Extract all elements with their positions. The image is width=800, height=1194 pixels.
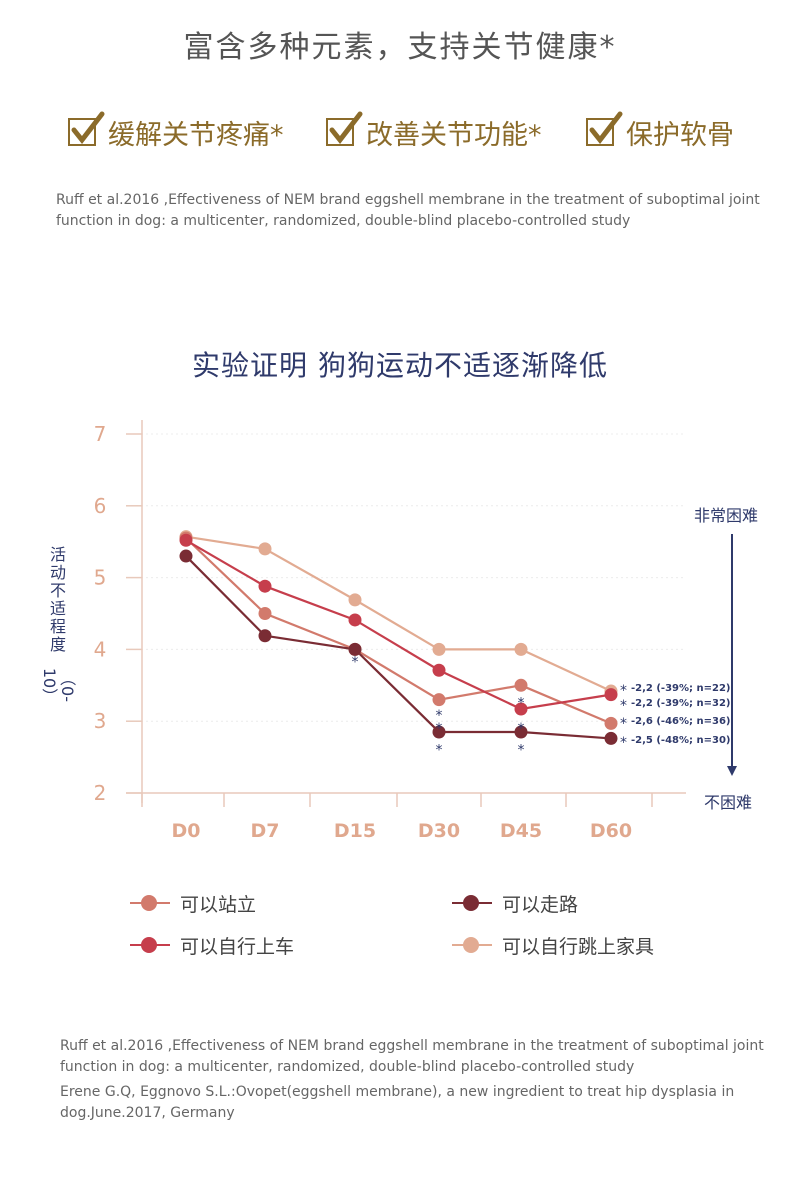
checkmark-icon xyxy=(326,111,363,146)
data-point xyxy=(258,629,272,643)
end-annotation: -2,2 (-39%; n=22) xyxy=(631,683,730,694)
legend-item: 可以站立 xyxy=(130,888,256,918)
chart-title: 实验证明 狗狗运动不适逐渐降低 xyxy=(192,349,608,382)
annotation-star: * xyxy=(620,683,627,699)
significance-star: * xyxy=(518,742,525,758)
data-point xyxy=(604,731,618,745)
y-tick-label: 6 xyxy=(94,494,107,518)
legend-label: 可以站立 xyxy=(180,893,257,916)
legend-label: 可以自行上车 xyxy=(180,935,295,958)
x-tick-label: D30 xyxy=(418,820,460,842)
significance-star: * xyxy=(352,655,359,671)
checkmark-icon xyxy=(586,111,623,146)
legend-label: 可以走路 xyxy=(502,893,579,916)
end-annotation: -2,2 (-39%; n=32) xyxy=(631,698,730,709)
data-point xyxy=(348,613,362,627)
chart-legend: 可以站立 可以走路 可以自行上车 可以自行跳上家具 xyxy=(130,888,750,968)
y-tick-label: 4 xyxy=(94,637,107,661)
series-line xyxy=(185,537,612,725)
y-tick-label: 7 xyxy=(94,422,107,446)
benefit-label: 改善关节功能* xyxy=(366,119,542,151)
data-point xyxy=(514,702,528,716)
significance-star: * xyxy=(518,696,525,712)
legend-item: 可以自行上车 xyxy=(130,930,294,960)
data-point xyxy=(432,693,446,707)
series-line xyxy=(185,555,612,740)
data-point xyxy=(179,549,193,563)
benefit-label: 缓解关节疼痛* xyxy=(108,119,284,151)
scale-bottom-label: 不困难 xyxy=(704,793,753,812)
data-point xyxy=(348,593,362,607)
scale-arrow-icon xyxy=(727,534,737,776)
significance-star: * xyxy=(518,721,525,737)
y-tick-label: 2 xyxy=(94,781,107,805)
x-tick-label: D60 xyxy=(590,820,632,842)
x-tick-label: D15 xyxy=(334,820,376,842)
data-point xyxy=(258,607,272,620)
legend-marker xyxy=(452,935,492,955)
legend-item: 可以走路 xyxy=(452,888,578,918)
annotation-star: * xyxy=(620,698,627,714)
data-point xyxy=(432,725,446,739)
y-axis-label-text: 活动不适程度 xyxy=(49,545,66,654)
data-point xyxy=(514,678,528,692)
significance-star: * xyxy=(436,708,443,724)
legend-marker xyxy=(452,893,492,913)
end-annotation: -2,6 (-46%; n=36) xyxy=(631,716,730,727)
legend-marker xyxy=(130,893,170,913)
benefit-item: 缓解关节疼痛* xyxy=(68,111,284,152)
data-point xyxy=(514,642,528,656)
data-point xyxy=(179,533,193,547)
significance-star: * xyxy=(436,721,443,737)
x-tick-label: D7 xyxy=(251,820,280,842)
y-tick-label: 5 xyxy=(94,566,107,590)
annotation-star: * xyxy=(620,716,627,732)
data-point xyxy=(604,688,618,702)
data-point xyxy=(604,716,618,730)
data-point xyxy=(432,663,446,677)
benefit-label: 保护软骨 xyxy=(626,119,734,151)
data-point xyxy=(432,642,446,656)
citation-top: Ruff et al.2016 ,Effectiveness of NEM br… xyxy=(56,192,760,229)
benefit-item: 改善关节功能* xyxy=(326,111,542,152)
x-tick-label: D0 xyxy=(172,820,201,842)
legend-marker xyxy=(130,935,170,955)
end-annotation: -2,5 (-48%; n=30) xyxy=(631,735,730,746)
data-point xyxy=(514,725,528,739)
scale-top-label: 非常困难 xyxy=(694,506,759,525)
checkmark-icon xyxy=(68,111,105,146)
data-point xyxy=(258,542,272,556)
benefit-item: 保护软骨 xyxy=(586,111,734,152)
y-tick-label: 3 xyxy=(94,709,107,733)
legend-item: 可以自行跳上家具 xyxy=(452,930,654,960)
page-title: 富含多种元素，支持关节健康* xyxy=(183,30,617,65)
citation-bottom-1: Ruff et al.2016 ,Effectiveness of NEM br… xyxy=(60,1038,764,1075)
x-tick-label: D45 xyxy=(500,820,542,842)
significance-star: * xyxy=(436,742,443,758)
y-axis-label: 活动不适程度 （0-10） xyxy=(40,545,77,705)
series-line xyxy=(185,539,612,711)
data-point xyxy=(258,579,272,593)
legend-label: 可以自行跳上家具 xyxy=(502,935,655,958)
data-point xyxy=(348,642,362,656)
series-line xyxy=(185,535,612,693)
annotation-star: * xyxy=(620,735,627,751)
citation-bottom-2: Erene G.Q, Eggnovo S.L.:Ovopet(eggshell … xyxy=(60,1084,735,1121)
